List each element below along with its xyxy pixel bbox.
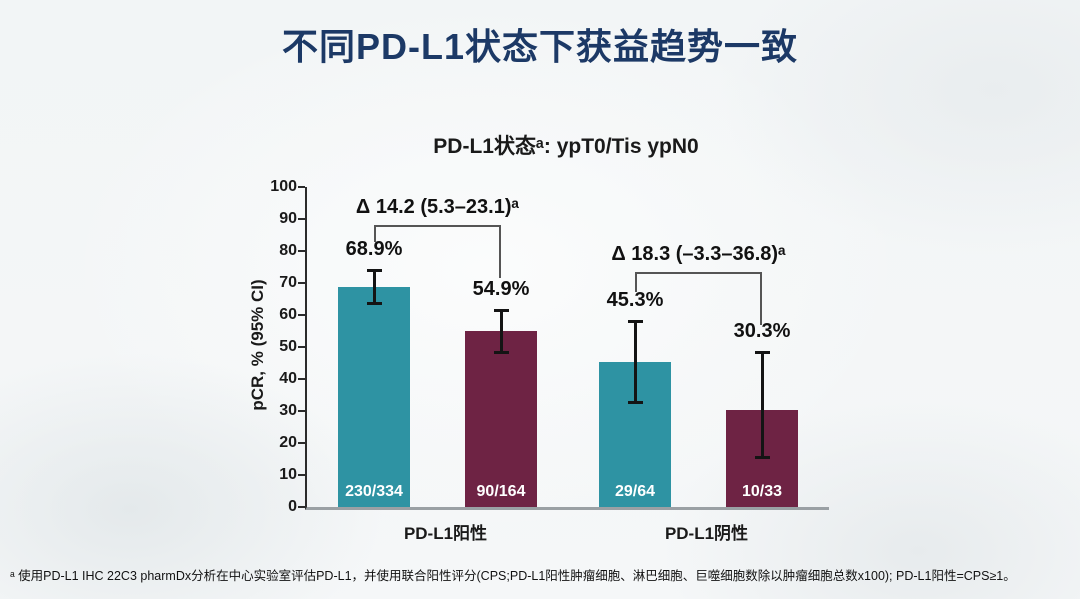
- y-tick-mark: [298, 378, 305, 380]
- y-tick-label: 80: [279, 242, 297, 259]
- error-bar-line: [633, 321, 637, 403]
- y-tick-label: 40: [279, 370, 297, 387]
- error-bar-cap-bottom: [366, 301, 382, 305]
- y-tick-mark: [298, 250, 305, 252]
- error-bar-line: [760, 352, 764, 459]
- error-bar-cap-top: [627, 320, 643, 324]
- chart-title: PD-L1状态ᵃ: ypT0/Tis ypN0: [433, 135, 699, 158]
- error-bar-line: [499, 310, 503, 354]
- x-category-label: PD-L1阳性: [403, 524, 488, 543]
- delta-label: Δ 14.2 (5.3–23.1)ᵃ: [355, 196, 520, 218]
- bracket-horizontal: [635, 272, 762, 274]
- y-tick-mark: [298, 474, 305, 476]
- bar: 29/64: [599, 362, 671, 507]
- bracket-left-leg: [374, 225, 376, 242]
- y-tick-label: 90: [279, 210, 297, 227]
- y-tick-label: 70: [279, 274, 297, 291]
- error-bar-cap-top: [493, 309, 509, 313]
- y-tick-label: 100: [270, 178, 297, 195]
- y-tick-mark: [298, 346, 305, 348]
- bar: 90/164: [465, 331, 537, 507]
- y-tick-mark: [298, 314, 305, 316]
- error-bar-cap-bottom: [754, 456, 770, 460]
- y-tick-mark: [298, 186, 305, 188]
- error-bar-line: [372, 270, 376, 304]
- y-tick-label: 20: [279, 434, 297, 451]
- y-tick-label: 10: [279, 466, 297, 483]
- y-tick-mark: [298, 506, 305, 508]
- y-tick-label: 50: [279, 338, 297, 355]
- bracket-left-leg: [635, 272, 637, 292]
- error-bar-cap-top: [754, 351, 770, 355]
- x-category-label: PD-L1阴性: [664, 524, 749, 543]
- error-bar-cap-bottom: [493, 351, 509, 355]
- error-bar-cap-top: [366, 269, 382, 273]
- page-title: 不同PD-L1状态下获益趋势一致: [281, 26, 798, 67]
- delta-label: Δ 18.3 (–3.3–36.8)ᵃ: [611, 243, 786, 265]
- bar-value-label: 30.3%: [733, 320, 791, 343]
- y-tick-label: 60: [279, 306, 297, 323]
- bar-value-label: 54.9%: [472, 278, 530, 301]
- y-tick-label: 30: [279, 402, 297, 419]
- bracket-right-leg: [760, 272, 762, 325]
- y-tick-label: 0: [288, 498, 297, 515]
- bar-value-label: 68.9%: [345, 238, 403, 261]
- bar: 230/334: [338, 286, 410, 507]
- y-tick-mark: [298, 218, 305, 220]
- bracket-horizontal: [374, 225, 501, 227]
- error-bar-cap-bottom: [627, 401, 643, 404]
- bar-count-label: 10/33: [741, 483, 783, 500]
- bar-count-label: 29/64: [614, 483, 656, 500]
- bar-value-label: 45.3%: [606, 289, 664, 312]
- y-tick-mark: [298, 282, 305, 284]
- plot-area: 0 10 20 30 40 50 60 70 80 90 100 230/334 68.9% 90/164…: [270, 178, 829, 543]
- bar-count-label: 230/334: [345, 483, 403, 500]
- bar-count-label: 90/164: [476, 483, 526, 500]
- bracket-right-leg: [499, 225, 501, 278]
- y-tick-mark: [298, 442, 305, 444]
- y-tick-mark: [298, 410, 305, 412]
- footnote: ᵃ 使用PD-L1 IHC 22C3 pharmDx分析在中心实验室评估PD-L…: [10, 569, 1016, 583]
